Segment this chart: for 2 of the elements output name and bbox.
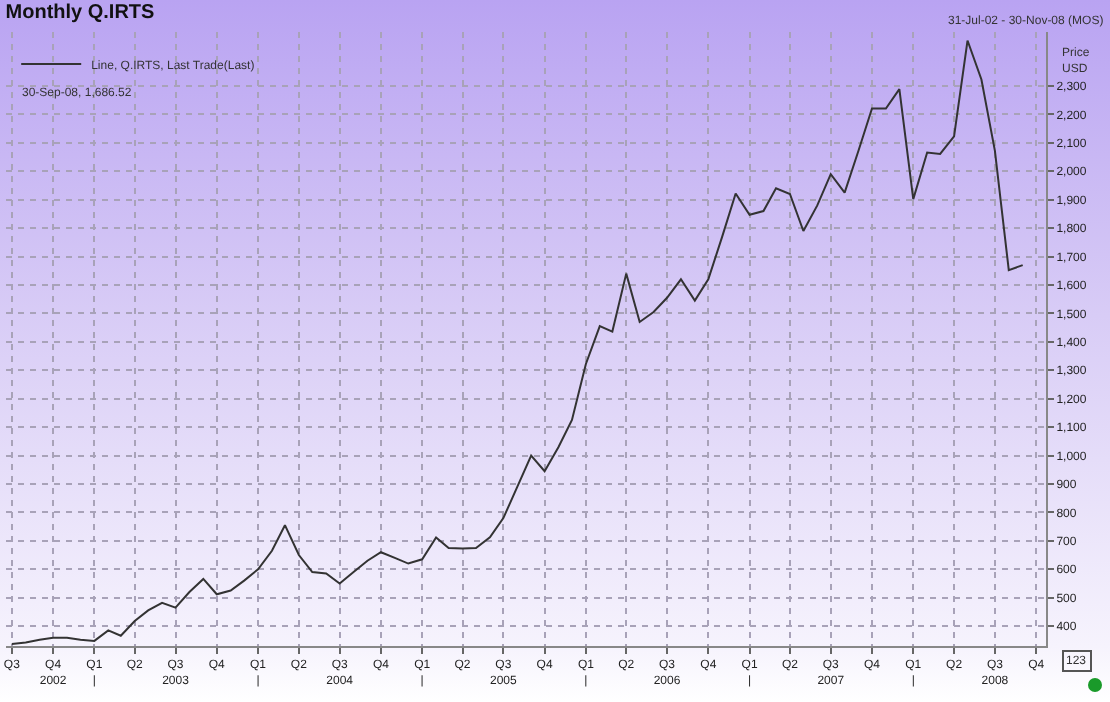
line-series	[10, 39, 1024, 646]
chart-title: Monthly Q.IRTS	[5, 1, 156, 24]
